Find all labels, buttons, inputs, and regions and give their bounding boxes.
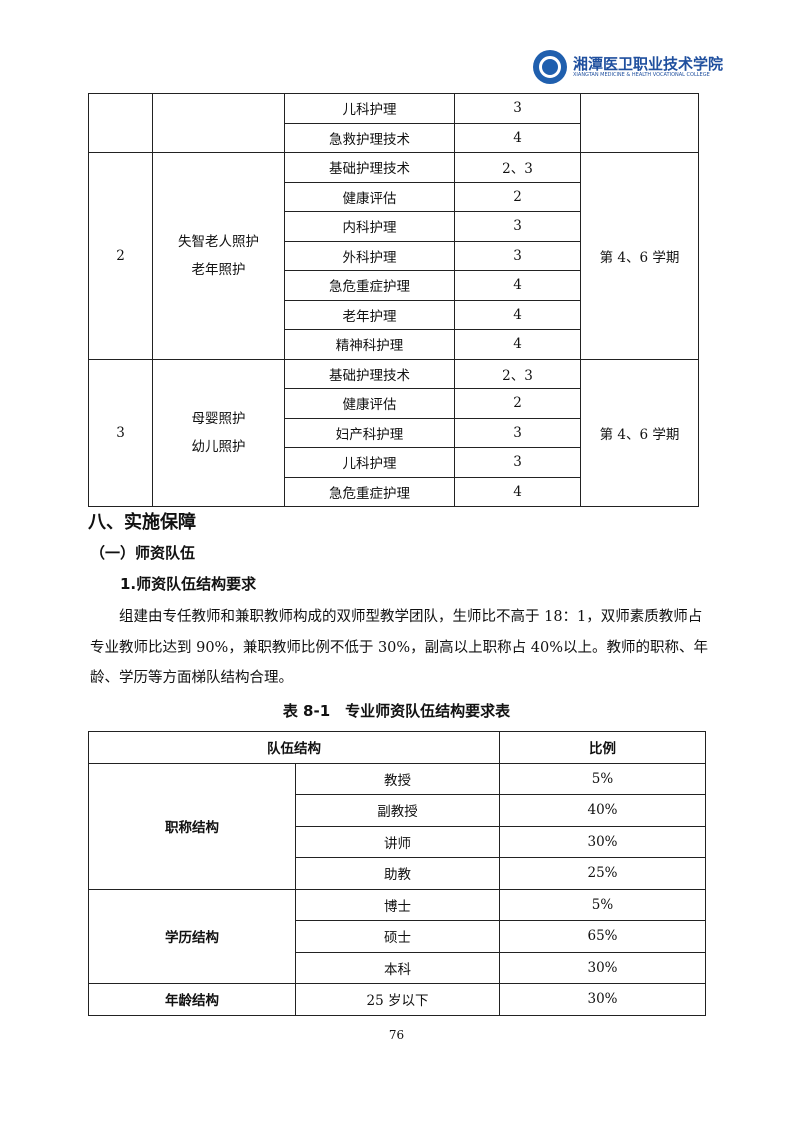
structure-item: 博士 [295, 888, 500, 921]
table-row: 急危重症护理 4 [89, 476, 699, 507]
sub-subsection-heading: 1.师资队伍结构要求 [120, 575, 257, 593]
section-heading: 八、实施保障 [88, 512, 196, 533]
column-header: 比例 [499, 731, 706, 764]
course-name: 急救护理技术 [284, 122, 455, 153]
body-paragraph: 组建由专任教师和兼职教师构成的双师型教学团队，生师比不高于 18：1，双师素质教… [90, 609, 709, 686]
table-row: 2 失智老人照护 老年照护 基础护理技术 2、3 第 4、6 学期 [88, 152, 699, 360]
course-name: 健康评估 [284, 388, 455, 419]
subsection-heading: （一）师资队伍 [90, 544, 196, 562]
structure-item: 本科 [295, 951, 500, 984]
course-semester: 4 [454, 122, 581, 153]
course-semester: 2、3 [454, 358, 581, 389]
course-name: 急危重症护理 [284, 476, 455, 507]
course-name: 健康评估 [284, 181, 455, 212]
course-name: 基础护理技术 [284, 358, 455, 389]
table-row: 儿科护理 3 [89, 447, 699, 478]
table-row: 本科 30% [89, 951, 706, 984]
course-semester: 2 [454, 181, 581, 212]
structure-ratio: 25% [499, 857, 706, 890]
college-logo: 湘潭医卫职业技术学院 XIANGTAN MEDICINE & HEALTH VO… [533, 50, 723, 84]
course-semester: 3 [454, 240, 581, 271]
structure-category: 学历结构 [88, 888, 296, 984]
structure-ratio: 30% [499, 825, 706, 858]
structure-item: 助教 [295, 857, 500, 890]
table-row: 急危重症护理 4 [89, 270, 699, 301]
table-row: 内科护理 3 [89, 211, 699, 242]
course-semester: 4 [454, 329, 581, 360]
structure-item: 硕士 [295, 920, 500, 953]
table-row: 精神科护理 4 [89, 329, 699, 360]
course-semester: 3 [454, 447, 581, 478]
table-row: 硕士 65% [89, 920, 706, 953]
course-semester: 4 [454, 270, 581, 301]
table-row: 职称结构 教授 5% [88, 762, 706, 890]
structure-ratio: 30% [499, 951, 706, 984]
structure-ratio: 30% [499, 983, 706, 1016]
row-number: 2 [88, 152, 153, 360]
course-semester: 3 [454, 93, 581, 124]
direction-name: 幼儿照护 [191, 438, 246, 455]
course-name: 内科护理 [284, 211, 455, 242]
direction-name: 失智老人照护 [178, 233, 259, 250]
course-table: 儿科护理 3 急救护理技术 4 2 失智老人照护 老年照护 基础护理技术 2、3 第 4、6 学期… [88, 93, 699, 507]
course-semester: 4 [454, 476, 581, 507]
structure-item: 讲师 [295, 825, 500, 858]
structure-category: 年龄结构 [88, 983, 296, 1016]
row-number [88, 93, 153, 153]
page-number: 76 [388, 1028, 405, 1042]
structure-ratio: 40% [499, 794, 706, 827]
table-row: 急救护理技术 4 [89, 122, 699, 153]
logo-subtext: XIANGTAN MEDICINE & HEALTH VOCATIONAL CO… [573, 72, 710, 78]
structure-item: 教授 [295, 762, 500, 795]
structure-ratio: 65% [499, 920, 706, 953]
course-semester: 3 [454, 417, 581, 448]
practice-semester [580, 93, 699, 153]
row-number: 3 [88, 358, 153, 507]
structure-item: 副教授 [295, 794, 500, 827]
course-name: 急危重症护理 [284, 270, 455, 301]
table-row: 讲师 30% [89, 825, 706, 858]
logo-text: 湘潭医卫职业技术学院 [573, 55, 724, 73]
direction-cell: 失智老人照护 老年照护 [152, 152, 285, 360]
table-row: 副教授 40% [89, 794, 706, 827]
faculty-structure-table: 队伍结构 比例 职称结构 教授 5% 副教授 40% 讲师 30% 助教 25% 学历结构 博士 5% 硕士… [88, 731, 706, 1016]
course-name: 儿科护理 [284, 447, 455, 478]
course-semester: 2 [454, 388, 581, 419]
direction-name: 老年照护 [191, 261, 246, 278]
table-row: 健康评估 2 [89, 388, 699, 419]
structure-ratio: 5% [499, 888, 706, 921]
column-header: 队伍结构 [88, 731, 500, 764]
course-name: 妇产科护理 [284, 417, 455, 448]
course-name: 老年护理 [284, 299, 455, 330]
direction-cell: 母婴照护 幼儿照护 [152, 358, 285, 507]
structure-category: 职称结构 [88, 762, 296, 890]
structure-item: 25 岁以下 [295, 983, 500, 1016]
table-row: 3 母婴照护 幼儿照护 基础护理技术 2、3 第 4、6 学期 [88, 358, 699, 507]
table-row: 妇产科护理 3 [89, 417, 699, 448]
header-row: 队伍结构 比例 [88, 731, 706, 764]
course-name: 基础护理技术 [284, 152, 455, 183]
table-row: 年龄结构 25 岁以下 30% [88, 983, 706, 1016]
practice-semester: 第 4、6 学期 [580, 152, 699, 360]
table-row: 儿科护理 3 [88, 93, 699, 153]
direction-cell [152, 93, 285, 153]
course-semester: 4 [454, 299, 581, 330]
structure-ratio: 5% [499, 762, 706, 795]
practice-semester: 第 4、6 学期 [580, 358, 699, 507]
course-name: 外科护理 [284, 240, 455, 271]
direction-name: 母婴照护 [191, 410, 246, 427]
table-row: 学历结构 博士 5% [88, 888, 706, 984]
course-name: 儿科护理 [284, 93, 455, 124]
course-semester: 2、3 [454, 152, 581, 183]
course-semester: 3 [454, 211, 581, 242]
logo-emblem-icon [533, 50, 567, 84]
course-name: 精神科护理 [284, 329, 455, 360]
table-caption: 表 8-1 专业师资队伍结构要求表 [282, 702, 511, 720]
